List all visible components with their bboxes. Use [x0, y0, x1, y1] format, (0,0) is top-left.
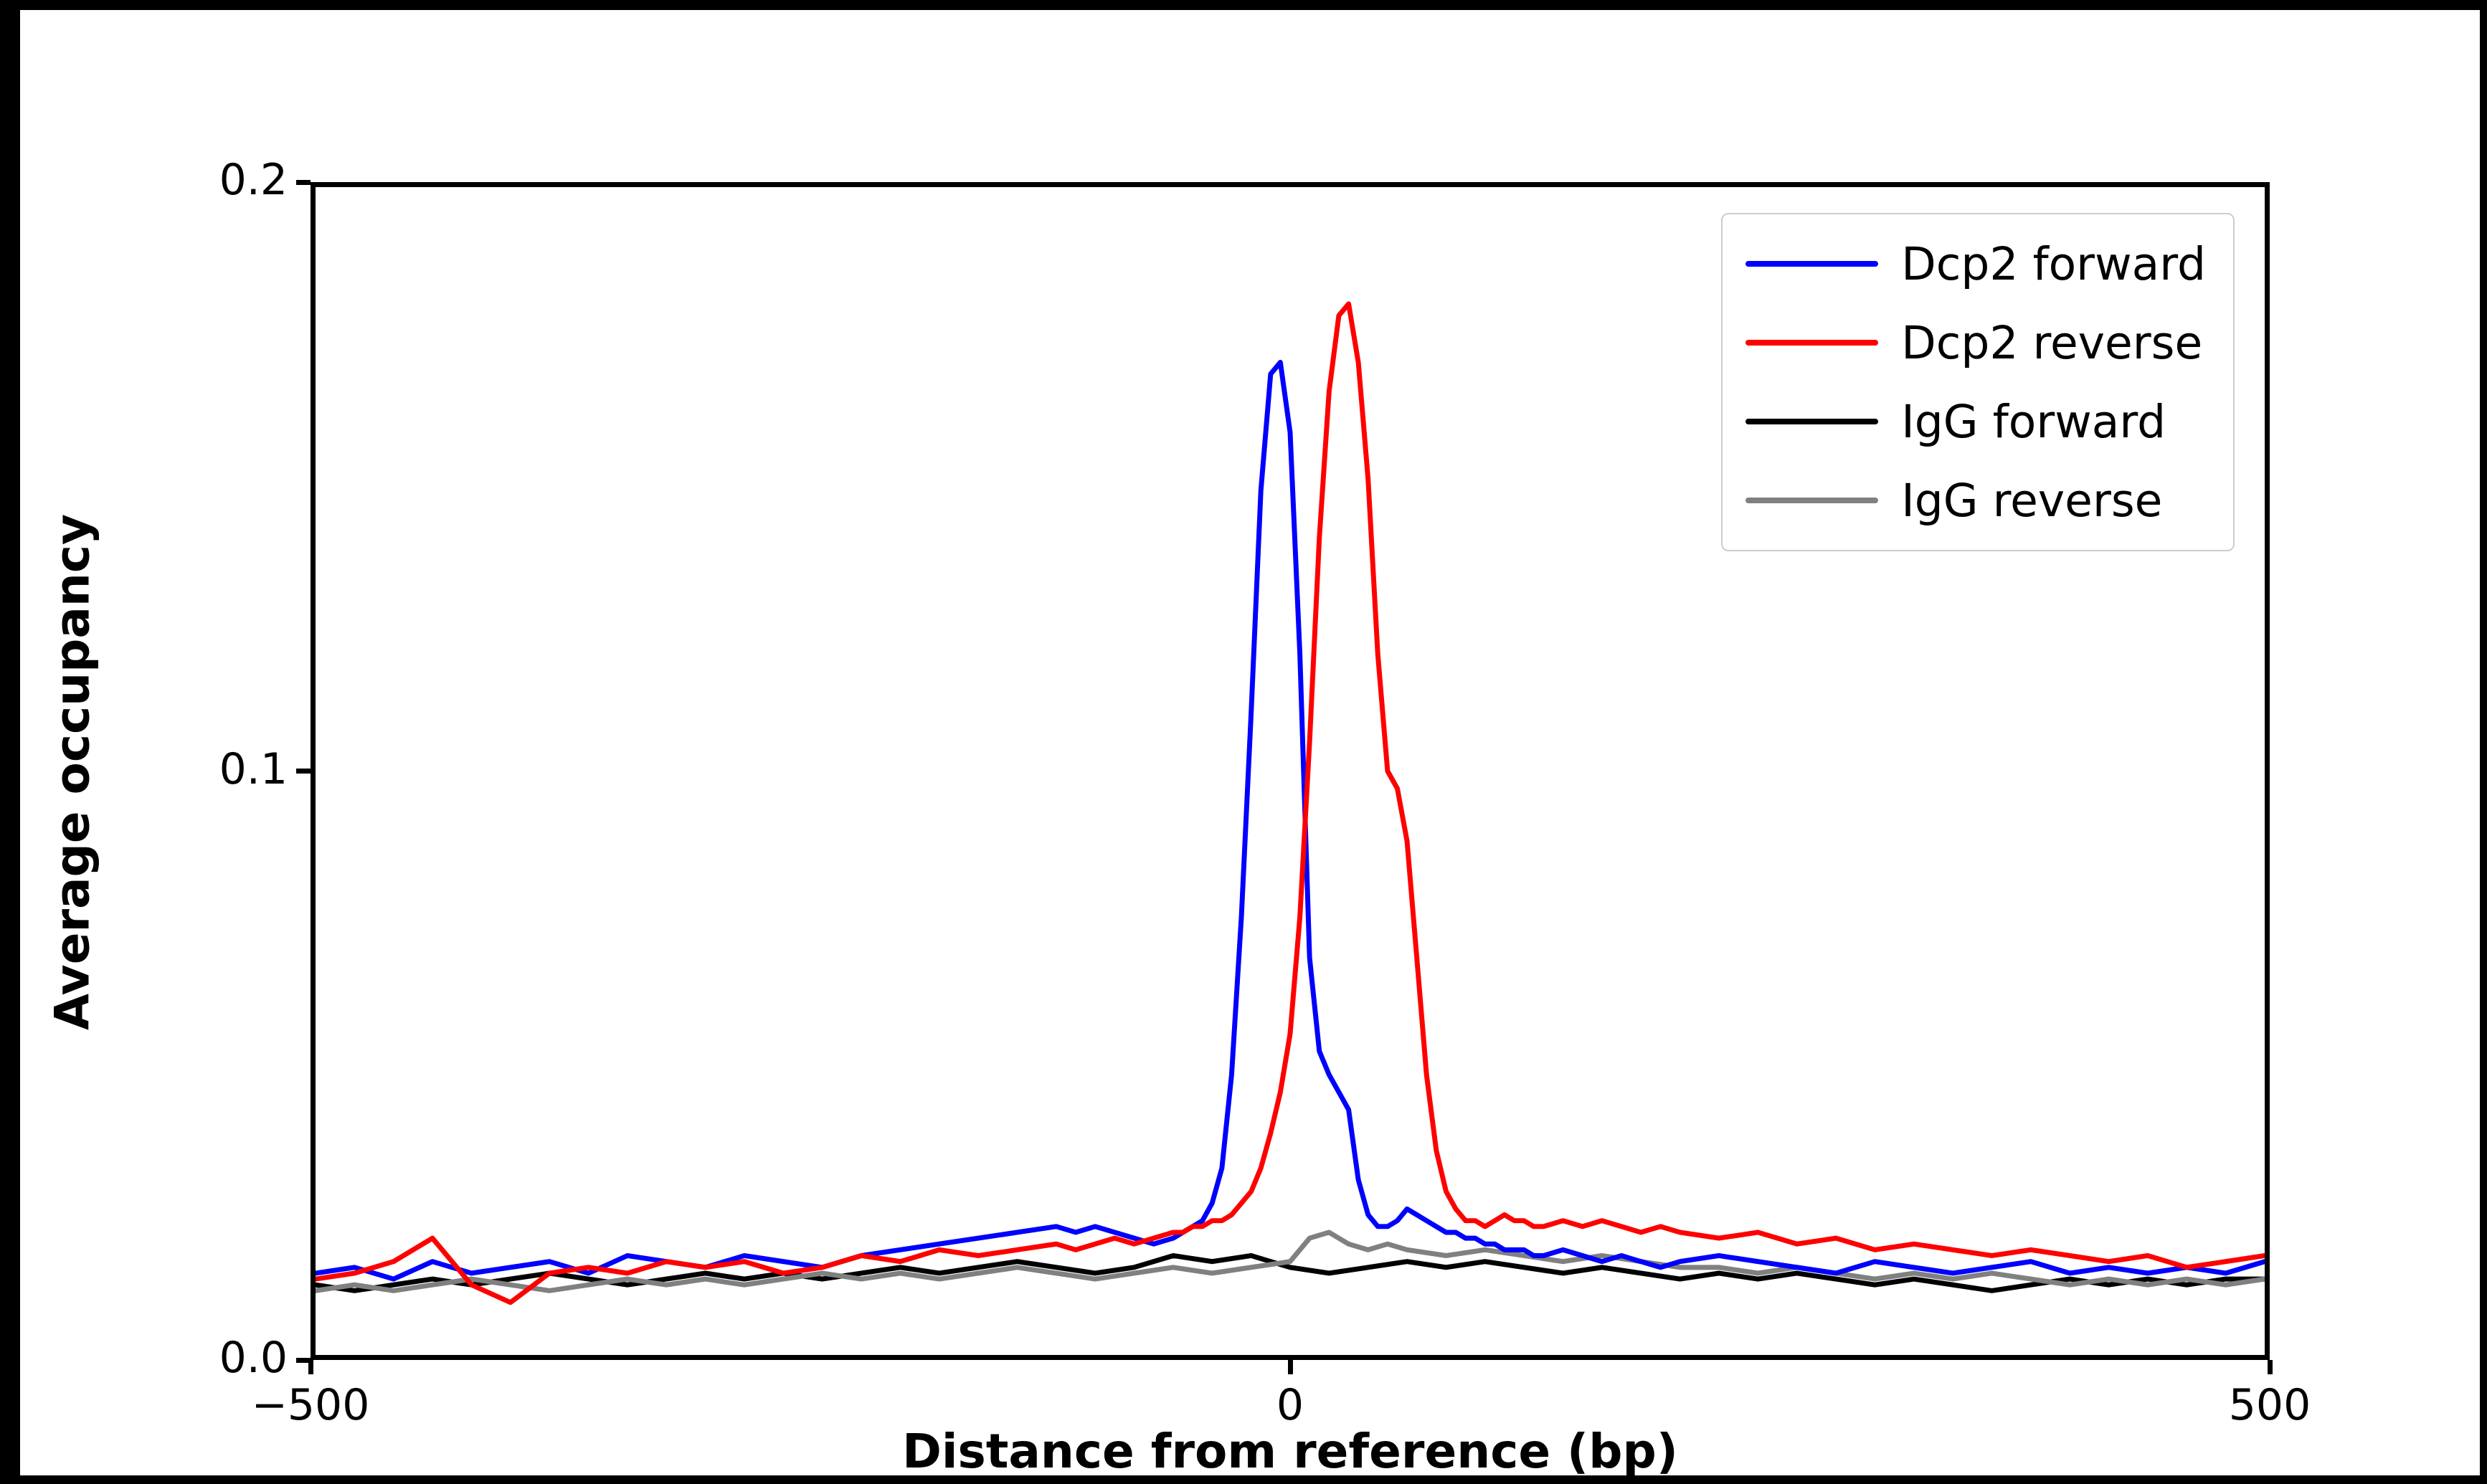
y-tick-mark [296, 179, 311, 185]
series-line-igg-reverse [316, 1229, 2265, 1293]
y-tick-label: 0.2 [219, 155, 288, 205]
x-tick-mark [308, 1360, 313, 1374]
series-line-dcp2-reverse [316, 301, 2265, 1305]
y-tick-label: 0.1 [219, 743, 288, 794]
x-tick-mark [2267, 1360, 2273, 1374]
y-tick-label: 0.0 [219, 1333, 288, 1383]
x-tick-mark [1287, 1360, 1293, 1374]
plot-area: Dcp2 forward Dcp2 reverse IgG forward IgG r… [311, 182, 2270, 1360]
plot-lines [316, 301, 2265, 1305]
legend-line-sample [1745, 261, 1879, 267]
legend-entry: IgG reverse [1745, 461, 2206, 540]
legend-entry: Dcp2 forward [1745, 224, 2206, 303]
legend-label: IgG reverse [1901, 474, 2163, 527]
legend-label: Dcp2 forward [1901, 237, 2206, 290]
y-axis-label: Average occupancy [44, 513, 100, 1031]
legend-entry: IgG forward [1745, 382, 2206, 461]
legend: Dcp2 forward Dcp2 reverse IgG forward IgG r… [1721, 213, 2235, 551]
x-axis-label: Distance from reference (bp) [902, 1424, 1678, 1479]
legend-label: IgG forward [1901, 395, 2166, 448]
legend-line-sample [1745, 419, 1879, 424]
x-tick-label: −500 [251, 1380, 370, 1430]
x-tick-label: 0 [1276, 1380, 1304, 1430]
legend-line-sample [1745, 340, 1879, 346]
y-tick-mark [296, 1357, 311, 1363]
y-tick-mark [296, 769, 311, 774]
legend-entry: Dcp2 reverse [1745, 303, 2206, 382]
x-tick-label: 500 [2228, 1380, 2311, 1430]
legend-label: Dcp2 reverse [1901, 316, 2203, 369]
legend-line-sample [1745, 498, 1879, 503]
figure-canvas: Average occupancy Distance from referenc… [20, 10, 2480, 1479]
